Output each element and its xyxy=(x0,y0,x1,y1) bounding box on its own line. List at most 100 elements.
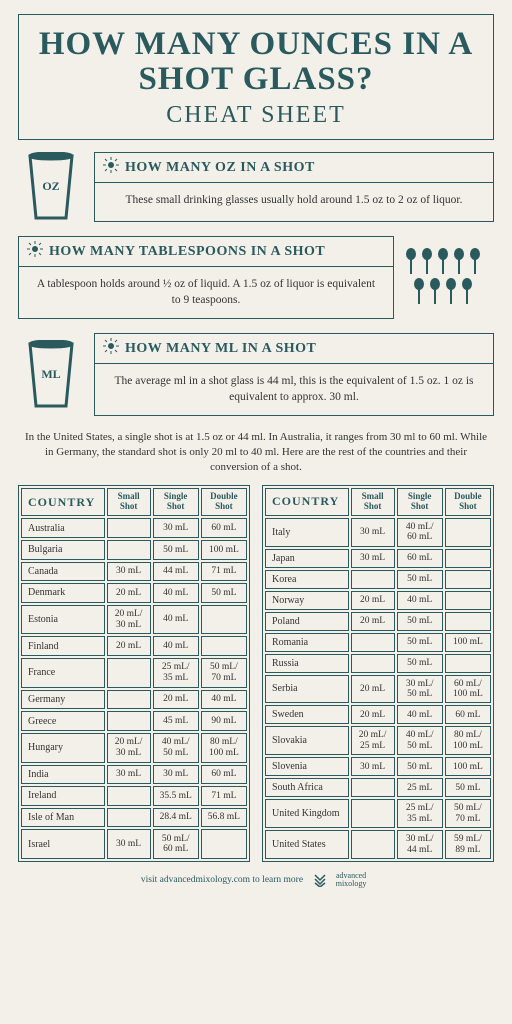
value-cell: 40 mL xyxy=(153,636,199,656)
value-cell: 28.4 mL xyxy=(153,808,199,828)
value-cell: 30 mL xyxy=(351,518,395,547)
value-cell: 50 mL xyxy=(397,633,443,652)
info-text-oz: These small drinking glasses usually hol… xyxy=(95,183,493,219)
value-cell xyxy=(107,711,151,731)
value-cell: 30 mL xyxy=(153,765,199,785)
shot-header: Single Shot xyxy=(153,488,199,517)
value-cell: 60 mL xyxy=(201,765,247,785)
shot-header: Double Shot xyxy=(445,488,491,516)
value-cell: 20 mL xyxy=(107,636,151,656)
value-cell: 60 mL xyxy=(201,518,247,538)
table-row: Isle of Man 28.4 mL56.8 mL xyxy=(21,808,247,828)
table-row: South Africa 25 mL50 mL xyxy=(265,778,491,797)
info-header-tbsp: HOW MANY TABLESPOONS IN A SHOT xyxy=(19,237,393,267)
country-cell: Norway xyxy=(265,591,349,610)
table-row: Germany20 mL40 mL xyxy=(21,690,247,710)
main-title: HOW MANY OUNCES IN A SHOT GLASS? xyxy=(27,27,485,96)
value-cell xyxy=(201,605,247,635)
table-row: Hungary20 mL/ 30 mL40 mL/ 50 mL80 mL/ 10… xyxy=(21,733,247,763)
value-cell: 50 mL xyxy=(397,612,443,631)
value-cell: 45 mL xyxy=(153,711,199,731)
svg-text:ML: ML xyxy=(41,367,60,381)
value-cell: 50 mL xyxy=(201,583,247,603)
value-cell: 40 mL/ 50 mL xyxy=(153,733,199,763)
country-cell: Japan xyxy=(265,549,349,568)
value-cell: 50 mL/ 60 mL xyxy=(153,829,199,859)
table-row: Norway20 mL40 mL xyxy=(265,591,491,610)
value-cell: 35.5 mL xyxy=(153,786,199,806)
country-cell: Slovenia xyxy=(265,757,349,776)
value-cell: 20 mL xyxy=(107,583,151,603)
value-cell: 50 mL/ 70 mL xyxy=(201,658,247,688)
value-cell: 30 mL xyxy=(351,757,395,776)
value-cell: 30 mL xyxy=(351,549,395,568)
value-cell xyxy=(351,633,395,652)
value-cell: 100 mL xyxy=(445,633,491,652)
svg-text:OZ: OZ xyxy=(42,179,59,193)
shot-header: Single Shot xyxy=(397,488,443,516)
table-row: Canada30 mL44 mL71 mL xyxy=(21,562,247,582)
value-cell xyxy=(351,778,395,797)
value-cell: 50 mL xyxy=(397,757,443,776)
value-cell: 56.8 mL xyxy=(201,808,247,828)
footer-text: visit advancedmixology.com to learn more xyxy=(141,875,303,885)
country-cell: Ireland xyxy=(21,786,105,806)
country-cell: Hungary xyxy=(21,733,105,763)
country-cell: India xyxy=(21,765,105,785)
country-cell: Slovakia xyxy=(265,726,349,755)
country-cell: United Kingdom xyxy=(265,799,349,828)
value-cell: 50 mL/ 70 mL xyxy=(445,799,491,828)
country-cell: Sweden xyxy=(265,705,349,724)
value-cell xyxy=(351,570,395,589)
country-header: COUNTRY xyxy=(21,488,105,517)
brand-name: advanced mixology xyxy=(331,872,371,888)
info-card-tbsp: HOW MANY TABLESPOONS IN A SHOT A tablesp… xyxy=(18,236,494,319)
brand-logo: advanced mixology xyxy=(313,872,371,888)
table-row: Italy30 mL40 mL/ 60 mL xyxy=(265,518,491,547)
value-cell: 50 mL xyxy=(153,540,199,560)
shot-glass-ml-icon: ML xyxy=(18,333,84,416)
country-cell: United States xyxy=(265,830,349,859)
value-cell: 20 mL/ 30 mL xyxy=(107,605,151,635)
country-cell: Isle of Man xyxy=(21,808,105,828)
table-row: Ireland35.5 mL71 mL xyxy=(21,786,247,806)
value-cell: 60 mL xyxy=(397,549,443,568)
value-cell xyxy=(445,570,491,589)
value-cell xyxy=(351,799,395,828)
value-cell: 80 mL/ 100 mL xyxy=(445,726,491,755)
info-body-tbsp: HOW MANY TABLESPOONS IN A SHOT A tablesp… xyxy=(18,236,394,319)
shot-header: Double Shot xyxy=(201,488,247,517)
value-cell: 40 mL xyxy=(153,605,199,635)
country-cell: Italy xyxy=(265,518,349,547)
country-cell: Greece xyxy=(21,711,105,731)
table-row: Israel30 mL50 mL/ 60 mL xyxy=(21,829,247,859)
value-cell: 59 mL/ 89 mL xyxy=(445,830,491,859)
table-row: France25 mL/ 35 mL50 mL/ 70 mL xyxy=(21,658,247,688)
value-cell: 50 mL xyxy=(445,778,491,797)
spoons-icon xyxy=(404,236,494,319)
value-cell: 20 mL/ 30 mL xyxy=(107,733,151,763)
value-cell xyxy=(445,591,491,610)
value-cell xyxy=(445,612,491,631)
value-cell xyxy=(107,690,151,710)
table-right: COUNTRYSmall ShotSingle ShotDouble ShotI… xyxy=(262,485,494,862)
info-body-ml: HOW MANY ML IN A SHOT The average ml in … xyxy=(94,333,494,416)
country-cell: Denmark xyxy=(21,583,105,603)
country-cell: Bulgaria xyxy=(21,540,105,560)
table-row: Estonia20 mL/ 30 mL40 mL xyxy=(21,605,247,635)
country-cell: South Africa xyxy=(265,778,349,797)
info-text-tbsp: A tablespoon holds around ½ oz of liquid… xyxy=(19,267,393,318)
table-row: Slovenia30 mL50 mL100 mL xyxy=(265,757,491,776)
value-cell xyxy=(107,518,151,538)
table-row: Greece45 mL90 mL xyxy=(21,711,247,731)
value-cell xyxy=(201,636,247,656)
footer: visit advancedmixology.com to learn more… xyxy=(18,872,494,888)
table-row: Australia30 mL60 mL xyxy=(21,518,247,538)
value-cell: 25 mL xyxy=(397,778,443,797)
shot-glass-oz-icon: OZ xyxy=(18,152,84,222)
value-cell: 100 mL xyxy=(201,540,247,560)
value-cell: 50 mL xyxy=(397,570,443,589)
country-cell: Estonia xyxy=(21,605,105,635)
value-cell: 40 mL xyxy=(153,583,199,603)
country-cell: Finland xyxy=(21,636,105,656)
